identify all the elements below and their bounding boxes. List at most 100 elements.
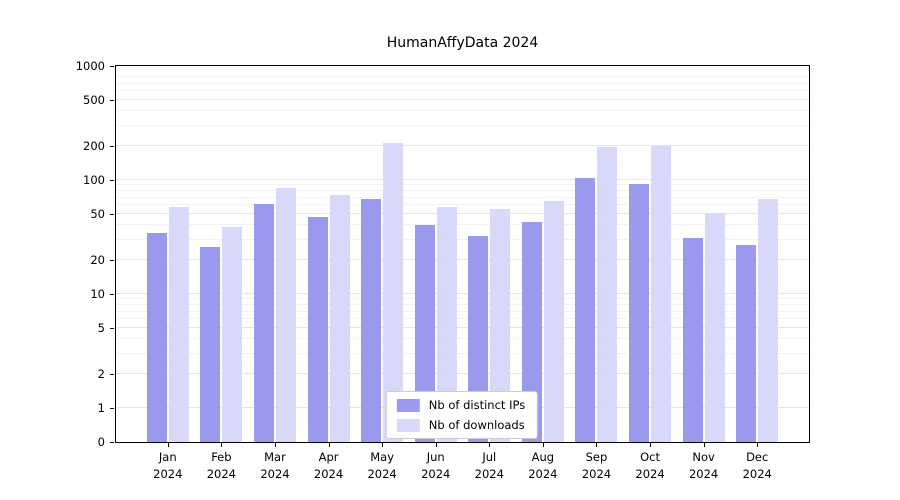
- y-tick-mark: [110, 328, 114, 330]
- bar-distinct_ips: [629, 184, 650, 442]
- y-tick-mark: [110, 180, 114, 181]
- x-tick-label: Sep 2024: [581, 450, 612, 481]
- minor-gridline: [116, 204, 809, 206]
- gridline: [116, 293, 809, 294]
- bar-downloads: [168, 206, 189, 442]
- y-tick-label: 10: [90, 287, 105, 301]
- x-tick-label: Apr 2024: [313, 450, 344, 481]
- bar-distinct_ips: [521, 221, 542, 442]
- x-tick-mark: [542, 443, 544, 447]
- minor-gridline: [116, 70, 809, 72]
- minor-gridline: [116, 318, 809, 320]
- bar-downloads: [704, 213, 725, 442]
- y-tick-label: 20: [90, 252, 105, 267]
- bar-downloads: [329, 194, 350, 442]
- y-tick-label: 5: [97, 321, 105, 336]
- gridline: [116, 372, 809, 374]
- legend-item: Nb of downloads: [396, 418, 525, 432]
- y-tick-label: 50: [90, 207, 105, 222]
- gridline: [116, 327, 809, 329]
- minor-gridline: [116, 304, 809, 306]
- legend-item: Nb of distinct IPs: [396, 398, 526, 412]
- minor-gridline: [116, 82, 809, 84]
- gridline: [116, 179, 809, 180]
- x-tick-label: Aug 2024: [528, 450, 558, 481]
- y-tick-mark: [110, 294, 114, 295]
- plot-area: [115, 65, 810, 443]
- minor-gridline: [116, 76, 809, 78]
- bar-distinct_ips: [200, 246, 221, 442]
- y-tick-label: 1000: [75, 59, 105, 73]
- bar-downloads: [543, 201, 564, 442]
- x-tick-label: Jul 2024: [474, 450, 504, 481]
- bar-downloads: [222, 226, 243, 442]
- y-tick-mark: [110, 442, 114, 443]
- legend-swatch-distinct_ips: [396, 398, 420, 412]
- x-tick-mark: [650, 443, 652, 447]
- bar-downloads: [597, 146, 618, 442]
- y-tick-mark: [110, 373, 114, 375]
- x-tick-mark: [489, 443, 491, 447]
- legend-swatch-downloads: [396, 418, 420, 432]
- minor-gridline: [116, 310, 809, 312]
- bar-distinct_ips: [307, 217, 328, 442]
- gridline: [116, 65, 809, 66]
- x-tick-mark: [757, 443, 759, 447]
- y-tick-mark: [110, 66, 114, 67]
- bar-downloads: [490, 208, 511, 442]
- x-tick-label: Dec 2024: [742, 450, 772, 481]
- bar-downloads: [651, 145, 672, 442]
- y-tick-mark: [110, 100, 114, 102]
- y-tick-label: 0: [97, 435, 105, 449]
- minor-gridline: [116, 238, 809, 240]
- legend: Nb of distinct IPs Nb of downloads: [385, 391, 539, 439]
- minor-gridline: [116, 196, 809, 198]
- bar-distinct_ips: [682, 238, 703, 442]
- y-tick-label: 200: [83, 138, 105, 153]
- bar-distinct_ips: [736, 244, 757, 442]
- gridline: [116, 99, 809, 101]
- y-tick-label: 100: [83, 173, 105, 187]
- minor-gridline: [116, 298, 809, 300]
- gridline: [116, 258, 809, 260]
- legend-label: Nb of downloads: [428, 418, 525, 432]
- minor-gridline: [116, 338, 809, 340]
- minor-gridline: [116, 90, 809, 92]
- x-tick-mark: [274, 443, 276, 447]
- bar-distinct_ips: [146, 233, 167, 442]
- y-tick-label: 1: [97, 401, 105, 415]
- x-tick-label: Mar 2024: [260, 450, 290, 481]
- x-tick-mark: [221, 443, 223, 447]
- bar-distinct_ips: [575, 177, 596, 442]
- x-tick-mark: [596, 443, 598, 447]
- y-tick-mark: [110, 259, 114, 261]
- bar-downloads: [436, 206, 457, 442]
- minor-gridline: [116, 124, 809, 126]
- x-tick-label: Feb 2024: [206, 450, 237, 481]
- bar-downloads: [275, 188, 296, 442]
- legend-label: Nb of distinct IPs: [428, 398, 526, 412]
- gridline: [116, 213, 809, 215]
- bar-distinct_ips: [468, 236, 489, 442]
- x-tick-label: Jun 2024: [421, 450, 451, 481]
- x-tick-mark: [167, 443, 169, 447]
- x-tick-mark: [435, 443, 437, 447]
- x-tick-mark: [382, 443, 384, 447]
- y-tick-mark: [110, 214, 114, 216]
- minor-gridline: [116, 190, 809, 192]
- x-tick-label: Jan 2024: [153, 450, 183, 481]
- minor-gridline: [116, 110, 809, 112]
- x-tick-label: Nov 2024: [688, 450, 719, 481]
- x-tick-label: Oct 2024: [635, 450, 665, 481]
- minor-gridline: [116, 224, 809, 226]
- chart-title: HumanAffyData 2024: [386, 35, 539, 51]
- bar-distinct_ips: [253, 203, 274, 442]
- bar-downloads: [383, 143, 404, 442]
- bar-downloads: [758, 199, 779, 442]
- bar-distinct_ips: [414, 225, 435, 442]
- x-tick-mark: [703, 443, 705, 447]
- gridline: [116, 144, 809, 146]
- x-tick-mark: [328, 443, 330, 447]
- y-tick-mark: [110, 408, 114, 409]
